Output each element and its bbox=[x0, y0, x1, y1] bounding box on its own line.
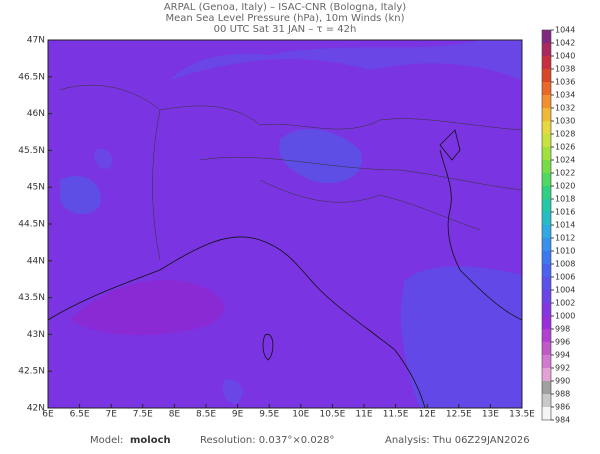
colorbar-label: 1044 bbox=[555, 26, 575, 35]
header-line: Mean Sea Level Pressure (hPa), 10m Winds… bbox=[166, 13, 405, 24]
colorbar-label: 1020 bbox=[555, 182, 575, 191]
borders bbox=[59, 85, 523, 261]
header-line: 00 UTC Sat 31 JAN – τ = 42h bbox=[214, 24, 357, 35]
colorbar-segment bbox=[542, 121, 551, 134]
colorbar-segment bbox=[542, 368, 551, 381]
colorbar-label: 1004 bbox=[555, 286, 575, 295]
colorbar-segment bbox=[542, 43, 551, 56]
colorbar-segment bbox=[542, 329, 551, 342]
x-tick-label: 12E bbox=[419, 410, 436, 420]
colorbar-label: 1012 bbox=[555, 234, 575, 243]
footer-resolution: Resolution: 0.037°×0.028° bbox=[200, 435, 334, 446]
colorbar-segment bbox=[542, 238, 551, 251]
colorbar-segment bbox=[542, 30, 551, 43]
colorbar-label: 1024 bbox=[555, 156, 575, 165]
colorbar-label: 1016 bbox=[555, 208, 575, 217]
colorbar-label: 1042 bbox=[555, 39, 575, 48]
colorbar-segment bbox=[542, 108, 551, 121]
colorbar-segment bbox=[542, 173, 551, 186]
colorbar-segment bbox=[542, 290, 551, 303]
colorbar-segment bbox=[542, 134, 551, 147]
colorbar-label: 1040 bbox=[555, 52, 575, 61]
colorbar-label: 986 bbox=[555, 403, 570, 412]
y-tick-label: 45N bbox=[27, 183, 45, 193]
x-tick-label: 9E bbox=[232, 410, 244, 420]
x-tick-label: 7E bbox=[105, 410, 117, 420]
colorbar-label: 998 bbox=[555, 325, 570, 334]
x-tick-label: 8.5E bbox=[196, 410, 216, 420]
colorbar-label: 1000 bbox=[555, 312, 575, 321]
x-tick-label: 11E bbox=[355, 410, 372, 420]
colorbar-segment bbox=[542, 160, 551, 173]
colorbar-label: 1022 bbox=[555, 169, 575, 178]
colorbar-label: 994 bbox=[555, 351, 570, 360]
colorbar-label: 1018 bbox=[555, 195, 575, 204]
colorbar-segment bbox=[542, 277, 551, 290]
colorbar-segment bbox=[542, 264, 551, 277]
footer-model-label: Model: bbox=[90, 435, 123, 446]
y-tick-label: 44.5N bbox=[18, 220, 45, 230]
colorbar-label: 990 bbox=[555, 377, 570, 386]
x-tick-label: 13.5E bbox=[509, 410, 535, 420]
colorbar-label: 1026 bbox=[555, 143, 575, 152]
y-tick-label: 46.5N bbox=[18, 72, 45, 82]
colorbar-segment bbox=[542, 56, 551, 69]
y-tick-label: 45.5N bbox=[18, 146, 45, 156]
x-tick-label: 10E bbox=[292, 410, 309, 420]
colorbar-label: 1038 bbox=[555, 65, 575, 74]
colorbar-segment bbox=[542, 147, 551, 160]
colorbar-segment bbox=[542, 342, 551, 355]
colorbar-segment bbox=[542, 407, 551, 420]
x-tick-label: 7.5E bbox=[133, 410, 153, 420]
colorbar-segment bbox=[542, 394, 551, 407]
x-tick-label: 9.5E bbox=[259, 410, 279, 420]
colorbar-segment bbox=[542, 355, 551, 368]
colorbar-segment bbox=[542, 316, 551, 329]
colorbar-label: 1002 bbox=[555, 299, 575, 308]
colorbar-segment bbox=[542, 225, 551, 238]
colorbar-segment bbox=[542, 303, 551, 316]
y-tick-label: 46N bbox=[27, 109, 45, 119]
colorbar-label: 996 bbox=[555, 338, 570, 347]
colorbar-label: 1036 bbox=[555, 78, 575, 87]
colorbar-segment bbox=[542, 95, 551, 108]
colorbar-label: 1006 bbox=[555, 273, 575, 282]
colorbar-segment bbox=[542, 69, 551, 82]
colorbar-segment bbox=[542, 381, 551, 394]
colorbar-label: 984 bbox=[555, 416, 570, 425]
y-tick-label: 44N bbox=[27, 256, 45, 266]
x-tick-label: 6.5E bbox=[70, 410, 90, 420]
y-tick-label: 42N bbox=[27, 404, 45, 414]
colorbar-segment bbox=[542, 199, 551, 212]
x-tick-label: 6E bbox=[42, 410, 54, 420]
y-tick-label: 43.5N bbox=[18, 293, 45, 303]
colorbar-label: 1034 bbox=[555, 91, 575, 100]
y-tick-label: 47N bbox=[27, 36, 45, 46]
colorbar-segment bbox=[542, 82, 551, 95]
colorbar-label: 1010 bbox=[555, 247, 575, 256]
map-field bbox=[48, 40, 522, 408]
coastlines bbox=[47, 129, 523, 409]
header-line: ARPAL (Genoa, Italy) – ISAC-CNR (Bologna… bbox=[164, 2, 406, 13]
colorbar-segment bbox=[542, 251, 551, 264]
colorbar-label: 992 bbox=[555, 364, 570, 373]
colorbar-label: 1028 bbox=[555, 130, 575, 139]
colorbar-label: 1014 bbox=[555, 221, 575, 230]
colorbar-label: 1030 bbox=[555, 117, 575, 126]
y-tick-label: 43N bbox=[27, 330, 45, 340]
colorbar-segment bbox=[542, 212, 551, 225]
colorbar-segment bbox=[542, 186, 551, 199]
colorbar-label: 988 bbox=[555, 390, 570, 399]
footer-model: moloch bbox=[130, 435, 171, 446]
x-tick-label: 8E bbox=[169, 410, 181, 420]
colorbar-label: 1008 bbox=[555, 260, 575, 269]
colorbar-label: 1032 bbox=[555, 104, 575, 113]
footer-analysis: Analysis: Thu 06Z29JAN2026 bbox=[385, 435, 530, 446]
x-tick-label: 11.5E bbox=[383, 410, 409, 420]
x-tick-label: 10.5E bbox=[320, 410, 346, 420]
y-tick-label: 42.5N bbox=[18, 367, 45, 377]
x-tick-label: 12.5E bbox=[446, 410, 472, 420]
x-tick-label: 13E bbox=[482, 410, 499, 420]
